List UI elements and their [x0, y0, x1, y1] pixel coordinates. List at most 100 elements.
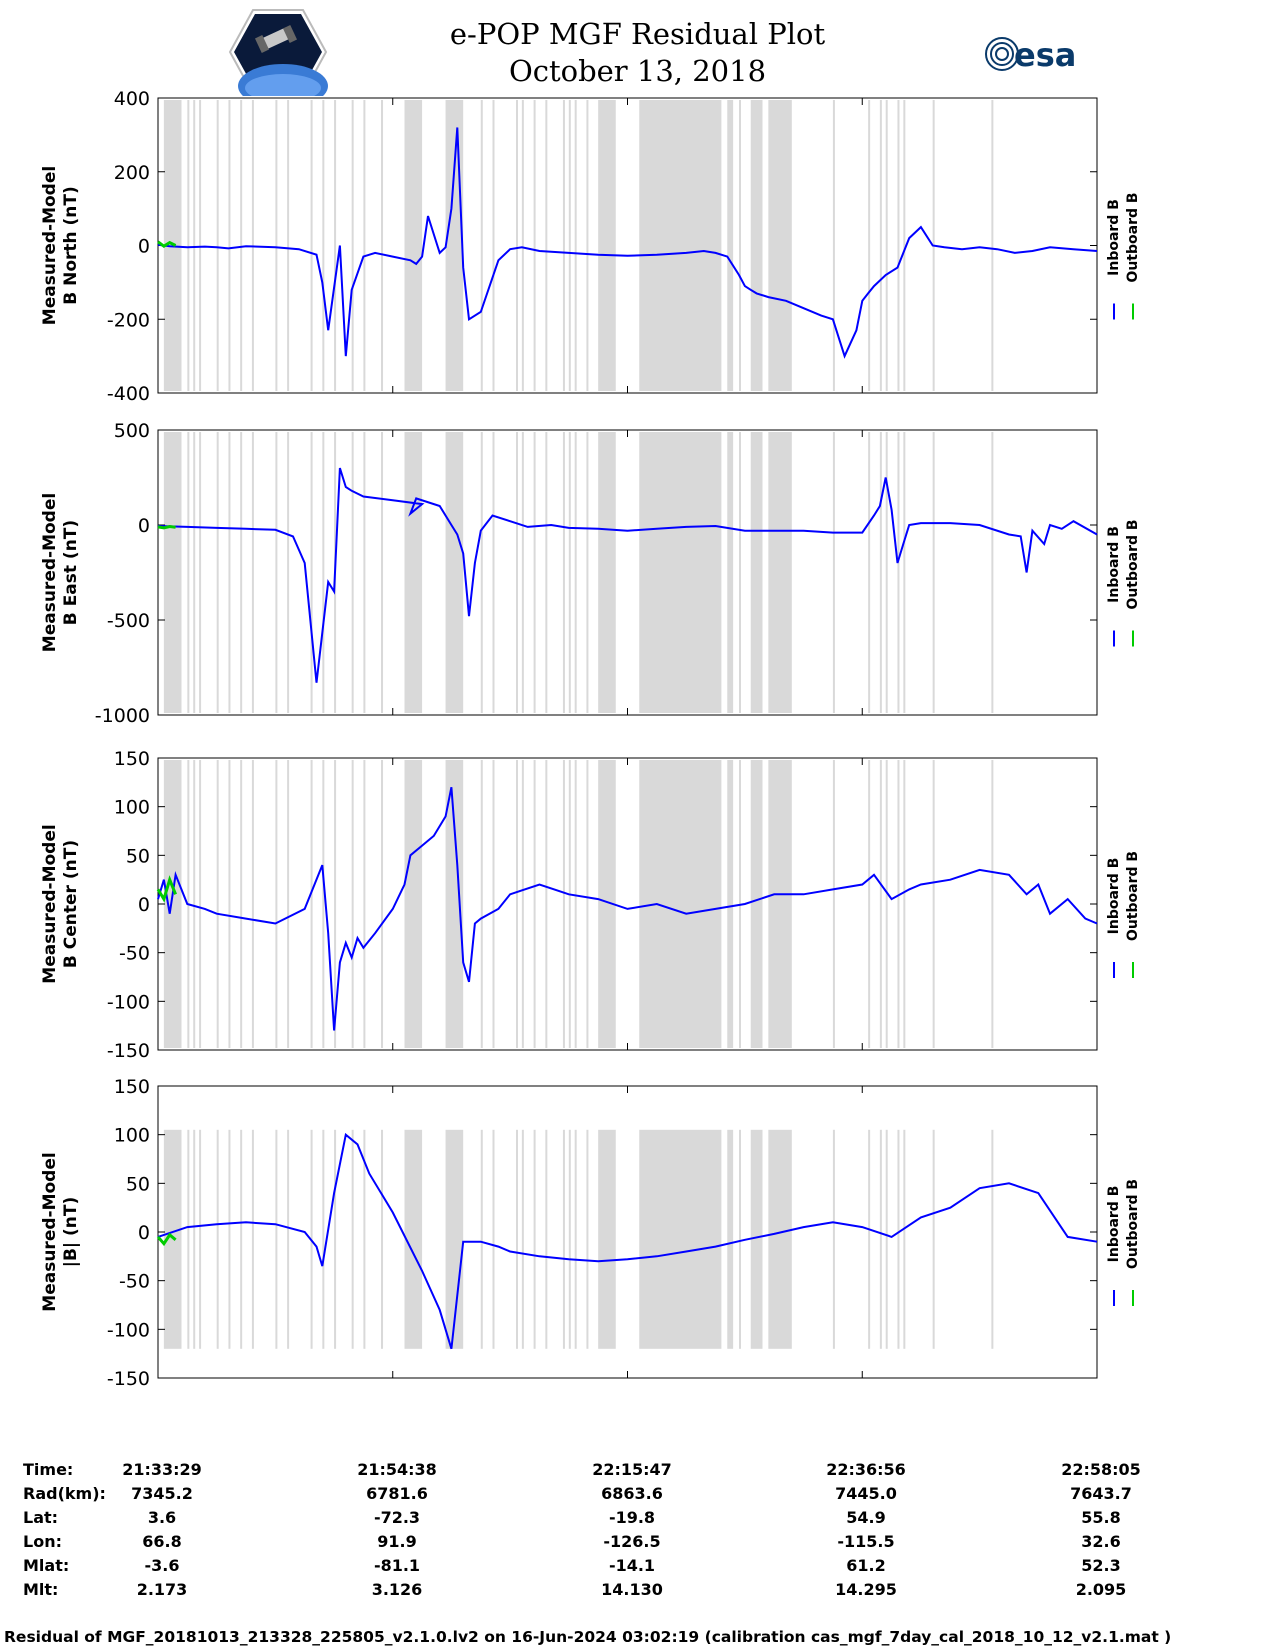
data-gap-16	[404, 1129, 423, 1349]
legend-entry: Inboard B	[1106, 526, 1122, 603]
data-gap-29	[639, 432, 722, 713]
data-gap-32	[750, 1129, 763, 1349]
data-gap-16	[404, 760, 423, 1048]
y-tick-label: -150	[107, 1040, 150, 1062]
plot-frame	[157, 1085, 1098, 1379]
data-gap-18	[480, 100, 483, 391]
data-gap-13	[351, 760, 354, 1048]
data-gap-34	[832, 1129, 835, 1349]
data-gap-38	[897, 100, 900, 391]
data-gap-5	[228, 760, 231, 1048]
series-inboard	[157, 467, 1098, 683]
data-gap-27	[586, 432, 589, 713]
plot-frame	[157, 429, 1098, 716]
data-gap-34	[832, 432, 835, 713]
data-gap-9	[287, 1129, 290, 1349]
data-gap-32	[750, 432, 763, 713]
data-gap-2	[193, 432, 196, 713]
plot-frame	[157, 757, 1098, 1051]
data-gap-18	[480, 760, 483, 1048]
data-gap-35	[868, 100, 871, 391]
data-gap-33	[768, 1129, 792, 1349]
data-gap-20	[515, 432, 518, 713]
data-gap-36	[879, 760, 882, 1048]
y-tick-label: -50	[119, 943, 150, 965]
y-axis-label-line: |B| (nT)	[61, 1197, 81, 1268]
data-gap-9	[287, 760, 290, 1048]
footer-text: Residual of MGF_20181013_213328_225805_v…	[4, 1628, 1172, 1646]
table-cell: -19.8	[608, 1508, 656, 1527]
legend-entry: Outboard B	[1125, 851, 1141, 941]
data-gap-35	[868, 760, 871, 1048]
data-gap-11	[322, 760, 325, 1048]
table-cell: 7643.7	[1070, 1484, 1132, 1503]
data-gap-37	[885, 1129, 888, 1349]
data-gap-10	[310, 432, 313, 713]
data-gap-34	[832, 100, 835, 391]
y-axis-label-line: B Center (nT)	[61, 840, 81, 968]
data-gap-5	[228, 432, 231, 713]
data-gap-0	[163, 760, 182, 1048]
data-gap-40	[932, 760, 935, 1048]
y-tick-label: 150	[114, 1076, 150, 1098]
y-tick-label: 150	[114, 748, 150, 770]
table-row-label: Lon:	[23, 1532, 62, 1551]
y-tick-label: 50	[126, 845, 150, 867]
data-gap-19	[492, 1129, 495, 1349]
data-gap-2	[193, 100, 196, 391]
data-gap-9	[287, 100, 290, 391]
data-gap-23	[545, 760, 548, 1048]
data-gap-30	[727, 432, 734, 713]
data-gap-4	[216, 760, 219, 1048]
data-gap-41	[991, 432, 994, 713]
table-row-label: Lat:	[23, 1508, 59, 1527]
data-gap-38	[897, 432, 900, 713]
y-tick-label: 0	[138, 894, 150, 916]
y-tick-label: 0	[138, 515, 150, 537]
data-gap-9	[287, 432, 290, 713]
y-axis-label-line: Measured-Model	[40, 824, 60, 983]
data-gap-21	[521, 1129, 524, 1349]
data-gap-36	[879, 1129, 882, 1349]
y-axis-label-line: B East (nT)	[61, 520, 81, 625]
data-gap-33	[768, 100, 792, 391]
chart-title: e-POP MGF Residual Plot	[449, 17, 826, 51]
data-gap-15	[381, 1129, 384, 1349]
data-gap-3	[199, 432, 202, 713]
data-gap-23	[545, 1129, 548, 1349]
data-gap-24	[562, 432, 565, 713]
table-row-label: Mlt:	[23, 1580, 59, 1599]
series-inboard	[157, 787, 1098, 1031]
table-cell: -115.5	[837, 1532, 895, 1551]
data-gap-32	[750, 760, 763, 1048]
y-tick-label: 0	[138, 1222, 150, 1244]
data-gap-7	[251, 760, 254, 1048]
data-gap-39	[903, 760, 906, 1048]
table-cell: -72.3	[373, 1508, 421, 1527]
y-tick-label: -200	[107, 309, 150, 331]
data-gap-15	[381, 760, 384, 1048]
data-gap-4	[216, 1129, 219, 1349]
data-gap-28	[598, 100, 616, 391]
table-cell: 22:58:05	[1061, 1460, 1141, 1479]
data-gap-15	[381, 432, 384, 713]
data-gap-35	[868, 1129, 871, 1349]
data-gap-24	[562, 760, 565, 1048]
y-tick-label: 200	[114, 162, 150, 184]
data-gap-8	[275, 760, 278, 1048]
legend-labels: Inboard B Outboard B	[1106, 192, 1141, 282]
data-gap-21	[521, 100, 524, 391]
data-gap-1	[187, 432, 190, 713]
table-cell: -126.5	[603, 1532, 661, 1551]
data-gap-20	[515, 1129, 518, 1349]
legend-labels: Inboard B Outboard B	[1106, 519, 1141, 609]
chart-date: October 13, 2018	[508, 54, 767, 88]
data-gap-27	[586, 1129, 589, 1349]
y-tick-label: -1000	[95, 705, 150, 727]
data-gap-30	[727, 100, 734, 391]
data-gap-40	[932, 432, 935, 713]
legend-entry: Outboard B	[1125, 519, 1141, 609]
table-cell: 7345.2	[131, 1484, 193, 1503]
data-gap-39	[903, 432, 906, 713]
